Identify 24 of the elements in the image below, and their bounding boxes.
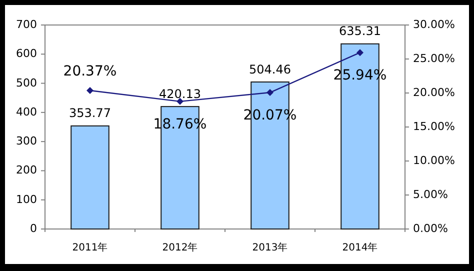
xtick: 2012年 <box>162 242 198 254</box>
xtick: 2013年 <box>252 242 288 254</box>
y2-tick-label: 10.00% <box>413 154 455 168</box>
y2-tick-label: 0.00% <box>413 222 448 236</box>
y-tick-label: 0 <box>30 222 37 236</box>
y2-tick-label: 5.00% <box>413 188 448 202</box>
data-label: 420.13 <box>159 86 201 101</box>
y2-tick-label: 20.00% <box>413 86 455 100</box>
data-label: 353.77 <box>69 106 111 120</box>
xtick: 2011年 <box>72 242 108 254</box>
xtick: 2014年 <box>342 242 378 254</box>
y-tick-label: 200 <box>16 164 37 177</box>
y-tick-label: 500 <box>16 76 37 90</box>
data-label: 635.31 <box>339 24 381 38</box>
y-tick-label: 400 <box>16 105 37 118</box>
data-label: 504.46 <box>249 62 291 76</box>
y-tick-label: 100 <box>16 192 37 206</box>
y2-tick-label: 30.00% <box>413 18 455 32</box>
y-tick-label: 300 <box>16 134 37 148</box>
y-tick-label: 600 <box>16 47 37 60</box>
y-tick-label: 700 <box>16 18 37 32</box>
y2-tick-label: 25.00% <box>413 52 455 66</box>
data-label: 20.37% <box>63 63 117 80</box>
y2-tick-label: 15.00% <box>413 120 455 134</box>
